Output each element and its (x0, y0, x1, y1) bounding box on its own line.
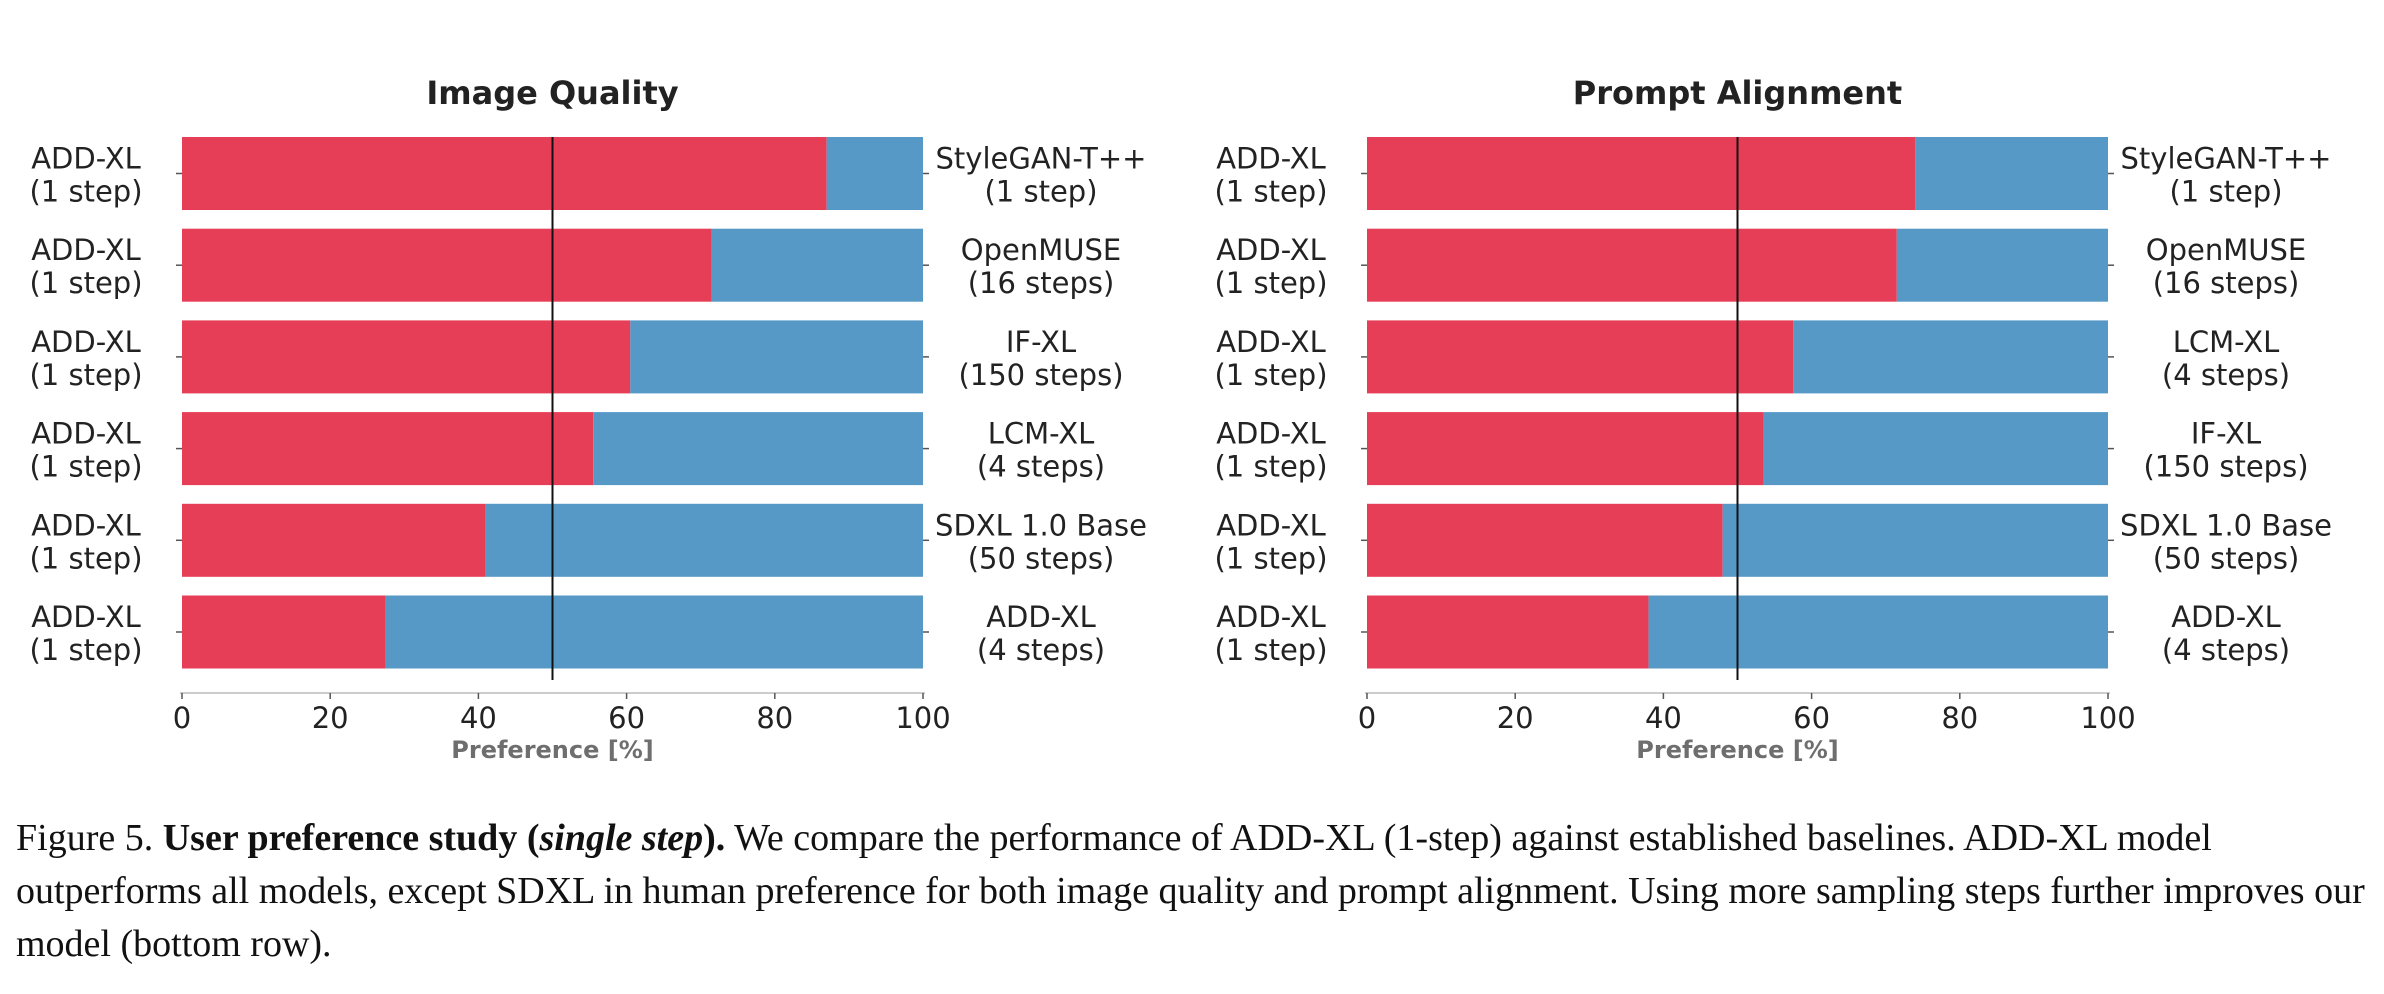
right-model-label: ADD-XL (986, 600, 1096, 634)
left-model-label: ADD-XL (31, 417, 141, 451)
bar-add-xl-share (182, 412, 594, 486)
bar-baseline-share (1896, 228, 2108, 302)
bar-add-xl-share (1367, 412, 1764, 486)
chart-title: Image Quality (426, 74, 678, 112)
left-steps-label: (1 step) (1214, 633, 1327, 667)
caption-bold-1: User preference study ( (162, 817, 540, 859)
left-model-label: ADD-XL (31, 325, 141, 359)
right-model-label: LCM-XL (2173, 325, 2279, 359)
right-model-label: OpenMUSE (961, 233, 1121, 267)
right-steps-label: (4 steps) (977, 633, 1105, 667)
left-steps-label: (1 step) (1214, 175, 1327, 209)
left-steps-label: (1 step) (29, 541, 142, 575)
bar-add-xl-share (182, 595, 386, 669)
x-tick-label: 80 (1941, 701, 1978, 735)
right-steps-label: (16 steps) (968, 266, 1115, 300)
bar-add-xl-share (1367, 137, 1916, 210)
x-tick-label: 40 (460, 701, 497, 735)
right-model-label: IF-XL (1006, 325, 1076, 359)
bar-baseline-share (1915, 137, 2108, 210)
bar-baseline-share (711, 228, 923, 302)
bar-baseline-share (1793, 320, 2108, 394)
bar-baseline-share (593, 412, 923, 486)
bar-add-xl-share (182, 228, 712, 302)
bar-baseline-share (826, 137, 923, 210)
left-steps-label: (1 step) (29, 633, 142, 667)
left-steps-label: (1 step) (1214, 450, 1327, 484)
left-steps-label: (1 step) (1214, 358, 1327, 392)
right-model-label: IF-XL (2191, 417, 2261, 451)
right-steps-label: (4 steps) (977, 450, 1105, 484)
x-tick-label: 40 (1645, 701, 1682, 735)
left-model-label: ADD-XL (1216, 325, 1326, 359)
bar-add-xl-share (1367, 595, 1649, 669)
right-steps-label: (50 steps) (2153, 541, 2300, 575)
right-model-label: OpenMUSE (2146, 233, 2306, 267)
left-model-label: ADD-XL (31, 600, 141, 634)
figure-caption: Figure 5. User preference study (single … (16, 812, 2366, 971)
right-model-label: ADD-XL (2171, 600, 2281, 634)
right-steps-label: (4 steps) (2162, 358, 2290, 392)
left-steps-label: (1 step) (1214, 541, 1327, 575)
right-model-label: StyleGAN-T++ (936, 142, 1147, 176)
right-model-label: SDXL 1.0 Base (935, 508, 1147, 542)
bar-add-xl-share (1367, 228, 1897, 302)
caption-text: We compare the performance of ADD-XL (1-… (16, 817, 2365, 965)
bar-add-xl-share (1367, 320, 1794, 394)
right-steps-label: (16 steps) (2153, 266, 2300, 300)
right-steps-label: (50 steps) (968, 541, 1115, 575)
bar-add-xl-share (182, 320, 631, 394)
left-steps-label: (1 step) (29, 266, 142, 300)
x-axis-label: Preference [%] (451, 736, 653, 764)
left-steps-label: (1 step) (29, 450, 142, 484)
x-tick-label: 0 (1358, 701, 1376, 735)
right-steps-label: (1 step) (984, 175, 1097, 209)
left-model-label: ADD-XL (1216, 417, 1326, 451)
caption-bold-2: ). (703, 817, 726, 859)
left-steps-label: (1 step) (29, 358, 142, 392)
right-steps-label: (150 steps) (958, 358, 1123, 392)
x-tick-label: 20 (312, 701, 349, 735)
x-tick-label: 60 (608, 701, 645, 735)
caption-bold-italic: single step (539, 817, 704, 859)
x-tick-label: 100 (895, 701, 950, 735)
x-axis-label: Preference [%] (1636, 736, 1838, 764)
right-model-label: SDXL 1.0 Base (2120, 508, 2332, 542)
x-tick-label: 80 (756, 701, 793, 735)
right-model-label: StyleGAN-T++ (2121, 142, 2332, 176)
right-steps-label: (150 steps) (2143, 450, 2308, 484)
right-steps-label: (1 step) (2169, 175, 2282, 209)
x-tick-label: 60 (1793, 701, 1830, 735)
right-steps-label: (4 steps) (2162, 633, 2290, 667)
left-model-label: ADD-XL (31, 508, 141, 542)
right-model-label: LCM-XL (988, 417, 1094, 451)
bar-add-xl-share (182, 503, 486, 577)
left-model-label: ADD-XL (1216, 142, 1326, 176)
left-model-label: ADD-XL (31, 142, 141, 176)
bar-baseline-share (1648, 595, 2108, 669)
x-tick-label: 100 (2080, 701, 2135, 735)
x-tick-label: 20 (1497, 701, 1534, 735)
caption-prefix: Figure 5. (16, 817, 163, 859)
bar-baseline-share (630, 320, 923, 394)
chart-title: Prompt Alignment (1573, 74, 1902, 112)
left-steps-label: (1 step) (29, 175, 142, 209)
left-steps-label: (1 step) (1214, 266, 1327, 300)
bar-add-xl-share (182, 137, 827, 210)
left-model-label: ADD-XL (1216, 508, 1326, 542)
left-model-label: ADD-XL (1216, 600, 1326, 634)
bar-add-xl-share (1367, 503, 1723, 577)
bar-baseline-share (385, 595, 923, 669)
bar-baseline-share (485, 503, 923, 577)
left-model-label: ADD-XL (1216, 233, 1326, 267)
left-model-label: ADD-XL (31, 233, 141, 267)
x-tick-label: 0 (173, 701, 191, 735)
bar-baseline-share (1763, 412, 2108, 486)
bar-baseline-share (1722, 503, 2108, 577)
